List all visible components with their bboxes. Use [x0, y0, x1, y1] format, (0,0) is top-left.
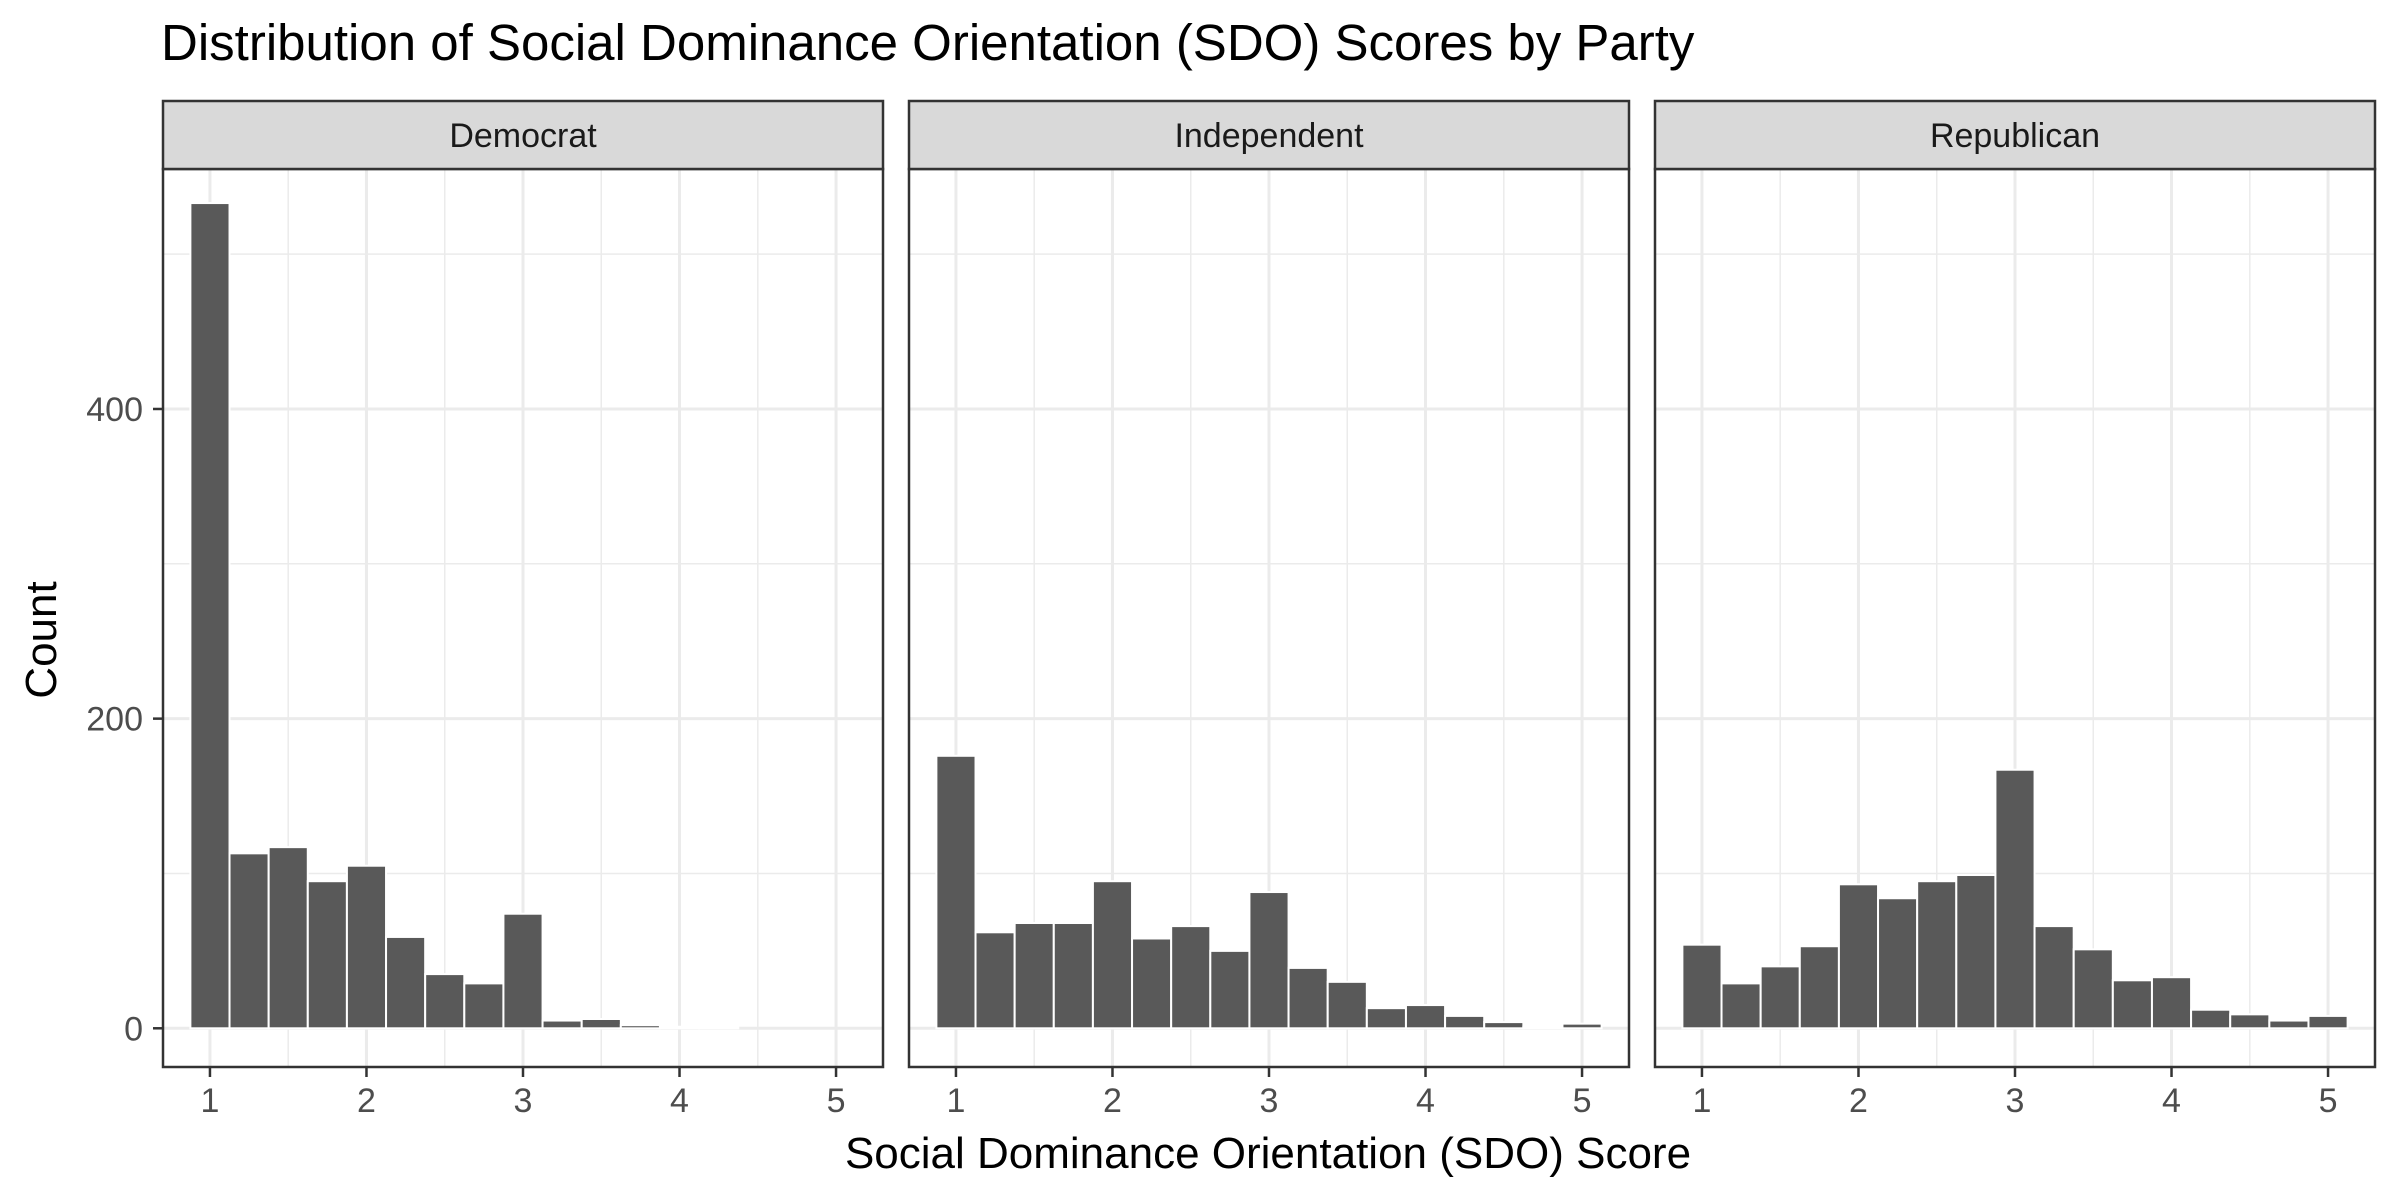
histogram-bar	[1248, 891, 1290, 1030]
x-tick-label: 4	[2162, 1082, 2181, 1120]
histogram-bar	[1287, 966, 1329, 1030]
histogram-bar	[1681, 943, 1723, 1030]
x-tick-label: 1	[1692, 1082, 1711, 1120]
histogram-bar	[306, 880, 348, 1030]
y-tick-label: 200	[86, 701, 143, 739]
histogram-bar	[1798, 945, 1840, 1030]
panel-republican: Republican 1 2 3 4 5	[1653, 99, 2377, 1120]
histogram-bar	[1209, 949, 1251, 1030]
histogram-bar	[698, 1025, 740, 1030]
histogram-bar	[267, 846, 309, 1030]
histogram-bar	[1365, 1007, 1407, 1030]
x-tick-label: 2	[1103, 1082, 1122, 1120]
histogram-bar	[1131, 937, 1173, 1030]
histogram-bar	[935, 754, 977, 1030]
chart-title: Distribution of Social Dominance Orienta…	[161, 14, 1695, 71]
histogram-bar	[1522, 1025, 1564, 1030]
x-tick-label: 1	[946, 1082, 965, 1120]
facet-strip	[907, 99, 1631, 171]
facet-strip-label: Independent	[1174, 117, 1364, 155]
facet-panels: Democrat 1 2 3 4 5 Independent 1 2 3 4 5 Republican 1…	[86, 99, 2377, 1120]
histogram-bar	[1720, 982, 1762, 1030]
facet-strip-label: Republican	[1930, 117, 2100, 155]
panel-independent: Independent 1 2 3 4 5	[907, 99, 1631, 1120]
histogram-bar	[1916, 880, 1958, 1030]
facet-strip	[1653, 99, 2377, 171]
x-tick-label: 4	[670, 1082, 689, 1120]
y-axis: 0 200 400	[86, 391, 163, 1048]
x-tick-label: 2	[357, 1082, 376, 1120]
histogram-bar	[2111, 979, 2153, 1030]
facet-strip-label: Democrat	[449, 117, 597, 155]
histogram-bar	[463, 982, 505, 1030]
histogram-bar	[345, 864, 388, 1030]
histogram-bar	[1052, 922, 1094, 1030]
x-axis-title: Social Dominance Orientation (SDO) Score	[845, 1129, 1691, 1178]
histogram-bar	[502, 912, 544, 1030]
histogram-bar	[1444, 1014, 1486, 1030]
histogram-bar	[2150, 976, 2193, 1030]
histogram-bar	[1994, 768, 2036, 1030]
facet-strip	[161, 99, 885, 171]
histogram-bar	[1013, 922, 1055, 1030]
histogram-bar	[619, 1024, 661, 1030]
y-tick-label: 400	[86, 391, 143, 429]
histogram-bar	[1091, 880, 1134, 1030]
y-axis-title: Count	[17, 581, 66, 698]
histogram-bar	[1877, 897, 1919, 1030]
histogram-bar	[2190, 1008, 2232, 1030]
histogram-bar	[2072, 948, 2114, 1030]
x-tick-label: 3	[1260, 1082, 1279, 1120]
histogram-bar	[658, 1025, 701, 1030]
x-tick-label: 5	[2319, 1082, 2338, 1120]
histogram-bar	[1483, 1021, 1525, 1030]
x-tick-label: 1	[200, 1082, 219, 1120]
histogram-bar	[2229, 1013, 2271, 1030]
x-tick-label: 2	[1849, 1082, 1868, 1120]
histogram-bar	[189, 202, 231, 1030]
histogram-bar	[1759, 965, 1801, 1030]
histogram-bar	[1837, 883, 1880, 1030]
y-tick-label: 0	[124, 1010, 143, 1048]
histogram-bar	[1955, 874, 1997, 1030]
histogram-bar	[541, 1019, 583, 1030]
histogram-bar	[1326, 980, 1368, 1030]
x-tick-label: 3	[514, 1082, 533, 1120]
x-tick-label: 4	[1416, 1082, 1435, 1120]
histogram-bar	[385, 935, 427, 1030]
x-tick-label: 5	[827, 1082, 846, 1120]
histogram-bar	[1404, 1004, 1447, 1030]
histogram-bar	[424, 973, 466, 1030]
x-tick-label: 5	[1573, 1082, 1592, 1120]
histogram-bar	[228, 852, 270, 1030]
histogram-bar	[2268, 1019, 2310, 1030]
histogram-bar	[580, 1018, 622, 1030]
panel-democrat: Democrat 1 2 3 4 5	[161, 99, 885, 1120]
x-tick-label: 3	[2006, 1082, 2025, 1120]
histogram-bar	[974, 931, 1016, 1030]
histogram-bar	[1561, 1022, 1603, 1030]
histogram-bar	[1170, 925, 1212, 1030]
histogram-bar	[2033, 925, 2075, 1030]
histogram-bar	[2307, 1014, 2349, 1030]
